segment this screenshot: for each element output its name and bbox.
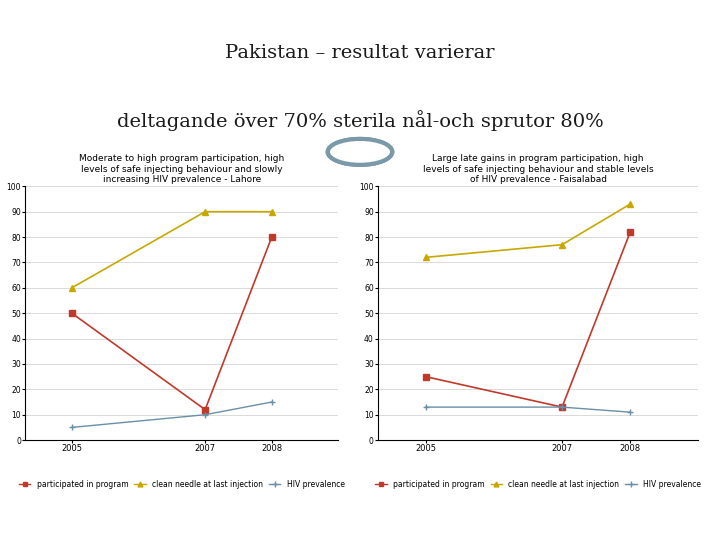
Text: deltagande över 70% sterila nål-och sprutor 80%: deltagande över 70% sterila nål-och spru… xyxy=(117,111,603,131)
Title: Moderate to high program participation, high
levels of safe injecting behaviour : Moderate to high program participation, … xyxy=(79,154,284,184)
Legend: participated in program, clean needle at last injection, HIV prevalence: participated in program, clean needle at… xyxy=(372,477,704,492)
Legend: participated in program, clean needle at last injection, HIV prevalence: participated in program, clean needle at… xyxy=(16,477,348,492)
Title: Large late gains in program participation, high
levels of safe injecting behavio: Large late gains in program participatio… xyxy=(423,154,654,184)
Circle shape xyxy=(330,140,390,164)
Text: Pakistan – resultat varierar: Pakistan – resultat varierar xyxy=(225,44,495,62)
